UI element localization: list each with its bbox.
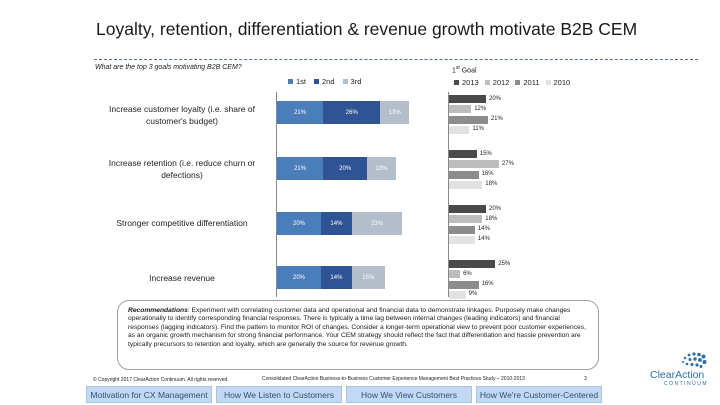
logo-wordmark: ClearAction bbox=[650, 369, 705, 381]
year-legend-item-2010: 2010 bbox=[545, 78, 571, 87]
year-bar-2011 bbox=[449, 115, 488, 124]
year-bar-2012 bbox=[449, 215, 483, 224]
bar-segment-2nd: 26% bbox=[323, 101, 381, 124]
tab-motivation[interactable]: Motivation for CX Management bbox=[86, 386, 212, 403]
year-bar-2010 bbox=[449, 290, 466, 299]
year-bar-label-2010: 18% bbox=[485, 181, 498, 188]
slide-title: Loyalty, retention, differentiation & re… bbox=[96, 19, 638, 39]
legend-label-2nd: 2nd bbox=[322, 77, 335, 86]
year-legend-item-2011: 2011 bbox=[515, 78, 540, 87]
year-bar-2012 bbox=[449, 105, 472, 114]
year-bar-2013 bbox=[449, 150, 477, 158]
year-legend-item-2012: 2012 bbox=[484, 78, 510, 87]
year-legend-item-2013: 2013 bbox=[454, 78, 479, 87]
year-bar-label-2011: 21% bbox=[490, 116, 503, 123]
year-bar-2011 bbox=[449, 170, 479, 179]
legend-item-1st: 1st bbox=[288, 77, 306, 86]
year-bar-label-2012: 6% bbox=[463, 270, 472, 277]
category-label: Increase retention (i.e. reduce churn or… bbox=[108, 158, 256, 180]
bar-segment-1st: 20% bbox=[277, 212, 321, 235]
year-bar-label-2011: 16% bbox=[481, 171, 494, 178]
bar-segment-3rd: 13% bbox=[380, 101, 409, 124]
year-bar-2011 bbox=[449, 280, 479, 289]
year-bar-label-2010: 11% bbox=[472, 126, 484, 133]
bar-segment-1st: 20% bbox=[277, 266, 321, 289]
year-legend-label-2013: 2013 bbox=[462, 78, 479, 87]
year-legend-label-2010: 2010 bbox=[553, 78, 571, 87]
recommendations-label: Recommendations bbox=[128, 307, 188, 314]
recommendations-box: Recommendations: Experiment with correla… bbox=[117, 300, 599, 370]
tab-view[interactable]: How We View Customers bbox=[346, 386, 472, 403]
year-chart-legend: 2013 2012 2011 2010 bbox=[454, 78, 576, 87]
tab-listen[interactable]: How We Listen to Customers bbox=[216, 386, 342, 403]
study-name: Consolidated ClearAction Business-to-Bus… bbox=[262, 376, 525, 382]
legend-label-1st: 1st bbox=[296, 77, 307, 86]
bar-segment-3rd: 13% bbox=[367, 157, 396, 180]
title-divider bbox=[94, 59, 698, 60]
year-bar-label-2012: 27% bbox=[501, 160, 514, 167]
year-bar-label-2010: 9% bbox=[468, 291, 478, 298]
year-bar-2012 bbox=[449, 270, 461, 279]
category-label: Increase customer loyalty (i.e. share of… bbox=[109, 104, 255, 126]
year-legend-swatch-2011 bbox=[515, 80, 521, 85]
year-bar-2012 bbox=[449, 160, 499, 169]
section-tabs: Motivation for CX Management How We List… bbox=[86, 386, 606, 403]
page-number: 3 bbox=[584, 376, 587, 382]
legend-item-2nd: 2nd bbox=[314, 77, 335, 86]
first-goal-superscript: st bbox=[455, 65, 460, 71]
first-goal-title: 1st Goal bbox=[452, 65, 477, 74]
year-bar-2011 bbox=[449, 225, 475, 234]
category-label: Increase revenue bbox=[149, 273, 215, 283]
year-bar-label-2010: 14% bbox=[477, 236, 490, 243]
bar-segment-2nd: 14% bbox=[321, 266, 352, 289]
main-chart-axis bbox=[276, 92, 277, 297]
first-goal-number: 1 bbox=[452, 67, 456, 75]
year-chart-axis bbox=[448, 92, 449, 297]
bar-segment-2nd: 20% bbox=[323, 157, 368, 180]
year-bar-2013 bbox=[449, 95, 486, 103]
first-goal-word: Goal bbox=[459, 67, 477, 75]
bar-segment-1st: 21% bbox=[277, 101, 324, 124]
clearaction-logo-mark bbox=[682, 352, 707, 368]
year-legend-swatch-2012 bbox=[484, 80, 490, 85]
logo-subtitle: CONTINUUM bbox=[664, 381, 709, 387]
year-legend-swatch-2010 bbox=[545, 80, 551, 85]
bar-segment-3rd: 15% bbox=[351, 266, 385, 289]
bar-segment-1st: 21% bbox=[277, 157, 324, 180]
year-bar-2010 bbox=[449, 180, 483, 189]
year-bar-2010 bbox=[449, 125, 470, 134]
legend-swatch-1st bbox=[288, 79, 293, 84]
tab-customer-centered[interactable]: How We're Customer-Centered bbox=[476, 386, 602, 403]
year-bar-2013 bbox=[449, 205, 486, 213]
year-bar-label-2012: 18% bbox=[485, 215, 498, 222]
recommendations-text: : Experiment with correlating customer d… bbox=[128, 307, 586, 348]
bar-segment-2nd: 14% bbox=[321, 212, 352, 235]
copyright-note: © Copyright 2017 ClearAction Continuum. … bbox=[93, 377, 229, 383]
legend-swatch-3rd bbox=[342, 79, 348, 84]
year-bar-label-2012: 12% bbox=[474, 105, 487, 112]
year-bar-label-2011: 16% bbox=[481, 281, 494, 288]
bar-segment-3rd: 23% bbox=[351, 212, 403, 235]
year-bar-2010 bbox=[449, 235, 475, 244]
legend-item-3rd: 3rd bbox=[342, 77, 362, 86]
year-bar-label-2013: 15% bbox=[479, 150, 492, 157]
year-legend-label-2012: 2012 bbox=[492, 78, 510, 87]
category-label: Stronger competitive differentiation bbox=[116, 218, 248, 228]
year-bar-label-2013: 25% bbox=[498, 260, 511, 267]
legend-label-3rd: 3rd bbox=[350, 77, 362, 86]
year-bar-2013 bbox=[449, 260, 496, 268]
year-bar-label-2011: 14% bbox=[477, 226, 490, 233]
chart-question: What are the top 3 goals motivating B2B … bbox=[95, 64, 242, 71]
main-chart-legend: 1st 2nd 3rd bbox=[288, 77, 369, 86]
year-bar-label-2013: 20% bbox=[489, 205, 502, 212]
year-bar-label-2013: 20% bbox=[489, 95, 502, 102]
legend-swatch-2nd bbox=[314, 79, 320, 84]
year-legend-label-2011: 2011 bbox=[523, 78, 540, 87]
year-legend-swatch-2013 bbox=[454, 80, 459, 85]
